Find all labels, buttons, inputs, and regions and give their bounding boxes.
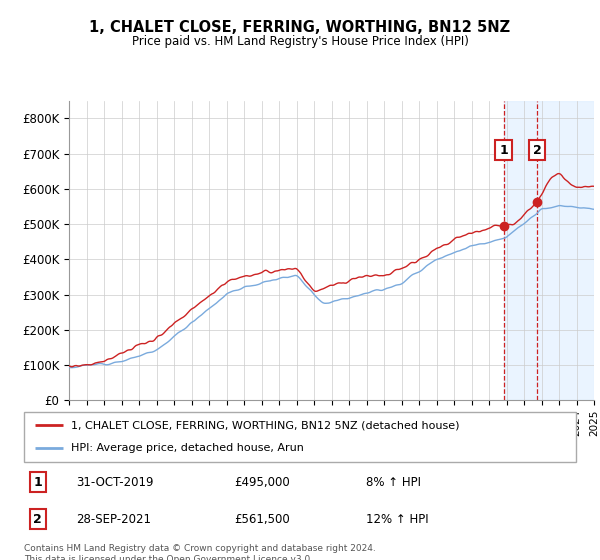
- Text: 28-SEP-2021: 28-SEP-2021: [76, 513, 151, 526]
- Text: £495,000: £495,000: [234, 476, 290, 489]
- Text: £561,500: £561,500: [234, 513, 290, 526]
- Text: 1: 1: [34, 476, 42, 489]
- Text: 2: 2: [533, 144, 542, 157]
- Text: Contains HM Land Registry data © Crown copyright and database right 2024.
This d: Contains HM Land Registry data © Crown c…: [24, 544, 376, 560]
- Text: 31-OCT-2019: 31-OCT-2019: [76, 476, 154, 489]
- Text: Price paid vs. HM Land Registry's House Price Index (HPI): Price paid vs. HM Land Registry's House …: [131, 35, 469, 48]
- Text: 8% ↑ HPI: 8% ↑ HPI: [366, 476, 421, 489]
- Bar: [503, 101, 594, 400]
- Text: 1: 1: [499, 144, 508, 157]
- Text: 1, CHALET CLOSE, FERRING, WORTHING, BN12 5NZ (detached house): 1, CHALET CLOSE, FERRING, WORTHING, BN12…: [71, 420, 460, 430]
- Text: 12% ↑ HPI: 12% ↑ HPI: [366, 513, 429, 526]
- Text: HPI: Average price, detached house, Arun: HPI: Average price, detached house, Arun: [71, 444, 304, 454]
- Text: 1, CHALET CLOSE, FERRING, WORTHING, BN12 5NZ: 1, CHALET CLOSE, FERRING, WORTHING, BN12…: [89, 20, 511, 35]
- Text: 2: 2: [34, 513, 42, 526]
